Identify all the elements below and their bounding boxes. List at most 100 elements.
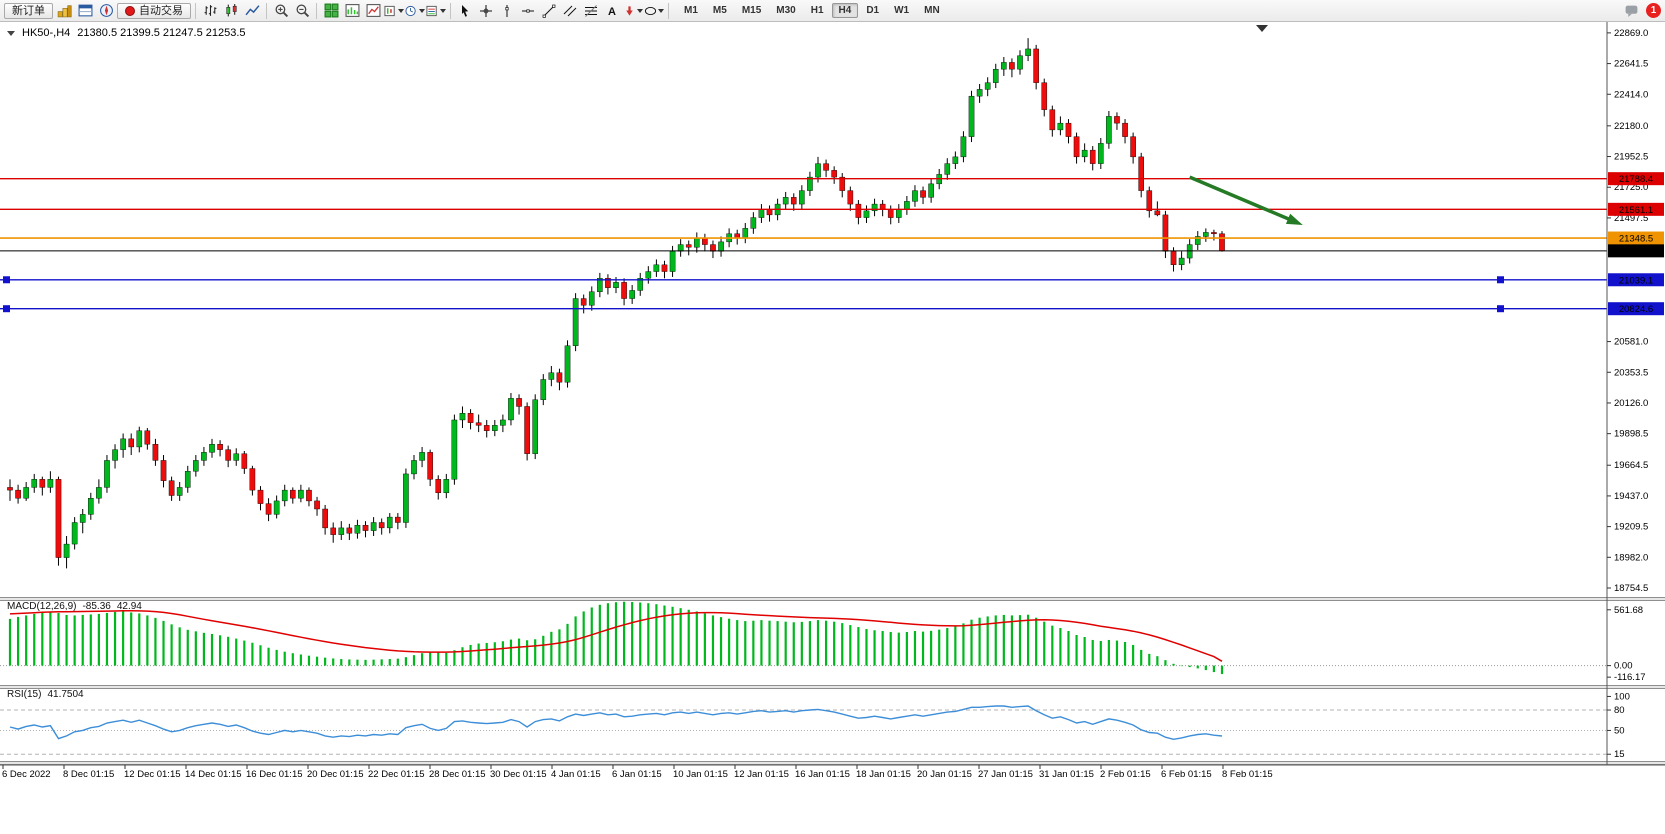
community-icon[interactable] xyxy=(1621,1,1641,20)
rsi-axis-label: 50 xyxy=(1614,725,1625,736)
line-end-marker[interactable] xyxy=(1497,305,1504,313)
chart-ohlc-values: 21380.5 21399.5 21247.5 21253.5 xyxy=(77,27,246,39)
timeframe-m5[interactable]: M5 xyxy=(712,5,727,16)
indicator-glyph xyxy=(345,4,359,17)
price-axis-label: 19209.5 xyxy=(1614,522,1648,533)
periods-dropdown[interactable] xyxy=(405,1,425,20)
compass-glyph xyxy=(99,4,113,17)
timeframe-m30[interactable]: M30 xyxy=(776,5,796,16)
navigator-icon[interactable] xyxy=(96,1,116,20)
polyline-glyph xyxy=(244,5,260,16)
date-axis-label: 6 Jan 01:15 xyxy=(612,769,662,780)
data-window-icon[interactable] xyxy=(75,1,95,20)
vertical-line-tool-icon[interactable] xyxy=(497,1,517,20)
date-axis-label: 6 Dec 2022 xyxy=(2,769,51,780)
trend-arrow-annotation[interactable] xyxy=(1188,175,1303,226)
line-chart-icon[interactable] xyxy=(242,1,262,20)
rsi-label: RSI(15) xyxy=(7,689,42,700)
chart-symbol-period: HK50-,H4 xyxy=(22,27,71,39)
toolbar-separator xyxy=(195,2,196,19)
rsi-axis-label: 15 xyxy=(1614,749,1625,760)
timeframe-w1[interactable]: W1 xyxy=(894,5,910,16)
symbol-list-icon[interactable] xyxy=(7,30,15,36)
panel-separator[interactable] xyxy=(0,685,1665,689)
trendline-tool-icon[interactable] xyxy=(539,1,559,20)
date-axis-label: 28 Dec 01:15 xyxy=(429,769,486,780)
text-tool-icon[interactable]: A xyxy=(602,1,622,20)
price-badge-value: 21253.5 xyxy=(1619,246,1653,257)
chevron-down-icon xyxy=(419,8,425,13)
price-axis-label: 21725.0 xyxy=(1614,182,1648,193)
timeframe-m1[interactable]: M1 xyxy=(684,5,698,16)
date-axis-label: 2 Feb 01:15 xyxy=(1100,769,1151,780)
indicators-window-icon[interactable] xyxy=(342,1,362,20)
macd-signal-value: 42.94 xyxy=(116,601,142,612)
cursor-glyph xyxy=(462,4,469,17)
arrows-tool-icon[interactable] xyxy=(623,1,643,20)
auto-trading-label: 自动交易 xyxy=(139,4,183,17)
timeframe-h4[interactable]: H4 xyxy=(831,3,859,18)
date-axis-label: 27 Jan 01:15 xyxy=(978,769,1033,780)
line-end-marker[interactable] xyxy=(3,305,10,313)
crosshair-glyph xyxy=(480,4,492,17)
line-end-marker[interactable] xyxy=(3,276,10,284)
price-axis-label: 21952.5 xyxy=(1614,152,1648,163)
price-axis-label: 19437.0 xyxy=(1614,491,1648,502)
cursor-tool-icon[interactable] xyxy=(455,1,475,20)
notification-badge[interactable]: 1 xyxy=(1646,3,1661,18)
date-axis-label: 12 Jan 01:15 xyxy=(734,769,789,780)
arrow-glyph xyxy=(626,5,633,16)
autotrading-status-icon xyxy=(125,5,135,16)
price-badge xyxy=(1608,302,1664,316)
price-badge-value: 21348.5 xyxy=(1619,234,1653,245)
chevron-down-icon xyxy=(440,8,446,13)
timeframe-d1[interactable]: D1 xyxy=(866,5,880,16)
shapes-dropdown[interactable] xyxy=(644,1,664,20)
toolbar-separator xyxy=(450,2,451,19)
market-watch-icon[interactable] xyxy=(54,1,74,20)
price-badge-value: 21561.1 xyxy=(1619,205,1653,216)
chevron-down-icon xyxy=(637,8,643,13)
price-badge xyxy=(1608,172,1664,186)
date-axis-label: 4 Jan 01:15 xyxy=(551,769,601,780)
channel-tool-icon[interactable] xyxy=(560,1,580,20)
magnifier-minus-glyph xyxy=(296,4,309,18)
candlestick-chart-icon[interactable] xyxy=(221,1,241,20)
new-order-button[interactable]: 新订单 xyxy=(4,2,53,19)
macd-panel xyxy=(0,601,1607,675)
line-end-marker[interactable] xyxy=(1497,276,1504,284)
chart-frame-glyph xyxy=(366,4,380,17)
chevron-down-icon xyxy=(398,8,404,13)
timeframe-h1[interactable]: H1 xyxy=(810,5,824,16)
bar-chart-icon[interactable] xyxy=(200,1,220,20)
rsi-panel xyxy=(0,705,1607,755)
crosshair-tool-icon[interactable] xyxy=(476,1,496,20)
horizontal-line-tool-icon[interactable] xyxy=(518,1,538,20)
price-axis-label: 19664.5 xyxy=(1614,460,1648,471)
hline-glyph xyxy=(522,8,534,13)
timeframe-mn[interactable]: MN xyxy=(924,5,940,16)
templates-dropdown[interactable] xyxy=(426,1,446,20)
macd-indicator-label: MACD(12,26,9) -85.36 42.94 xyxy=(7,601,142,612)
date-axis-label: 20 Dec 01:15 xyxy=(307,769,364,780)
panel-separator[interactable] xyxy=(0,761,1665,765)
zoom-out-icon[interactable] xyxy=(292,1,312,20)
price-axis-label: 20353.5 xyxy=(1614,367,1648,378)
price-badge xyxy=(1608,231,1664,245)
text-tool-letter: A xyxy=(608,6,616,18)
timeframe-m15[interactable]: M15 xyxy=(741,5,762,16)
trendline-glyph xyxy=(542,4,556,18)
chart-shift-marker[interactable] xyxy=(1256,25,1268,32)
fibonacci-tool-icon[interactable] xyxy=(581,1,601,20)
date-axis: 6 Dec 2022 8 Dec 01:15 12 Dec 01:15 14 Dec … xyxy=(2,765,1273,780)
price-axis-label: 19898.5 xyxy=(1614,429,1648,440)
auto-trading-button[interactable]: 自动交易 xyxy=(117,2,191,19)
tile-windows-icon[interactable] xyxy=(321,1,341,20)
chart-window-icon[interactable] xyxy=(363,1,383,20)
panel-separator[interactable] xyxy=(0,597,1665,601)
price-axis: 22869.0 22641.5 22414.0 22180.0 21952.5 21725… xyxy=(1607,28,1664,594)
new-chart-dropdown[interactable] xyxy=(384,1,404,20)
zoom-in-icon[interactable] xyxy=(271,1,291,20)
